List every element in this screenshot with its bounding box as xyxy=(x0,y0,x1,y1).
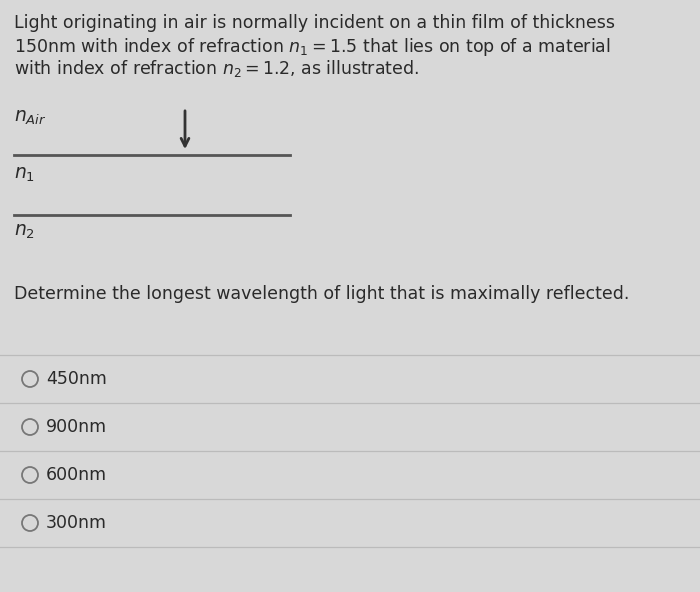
Text: 300nm: 300nm xyxy=(46,514,107,532)
Text: 600nm: 600nm xyxy=(46,466,107,484)
Text: 450nm: 450nm xyxy=(46,370,107,388)
Text: Determine the longest wavelength of light that is maximally reflected.: Determine the longest wavelength of ligh… xyxy=(14,285,629,303)
Text: $n_{Air}$: $n_{Air}$ xyxy=(14,108,47,127)
Text: with index of refraction $n_2 = 1.2$, as illustrated.: with index of refraction $n_2 = 1.2$, as… xyxy=(14,58,419,79)
Text: Light originating in air is normally incident on a thin film of thickness: Light originating in air is normally inc… xyxy=(14,14,615,32)
Text: $n_1$: $n_1$ xyxy=(14,165,35,184)
Text: $n_2$: $n_2$ xyxy=(14,222,35,241)
Text: 900nm: 900nm xyxy=(46,418,107,436)
Text: 150nm with index of refraction $n_1 = 1.5$ that lies on top of a material: 150nm with index of refraction $n_1 = 1.… xyxy=(14,36,610,58)
